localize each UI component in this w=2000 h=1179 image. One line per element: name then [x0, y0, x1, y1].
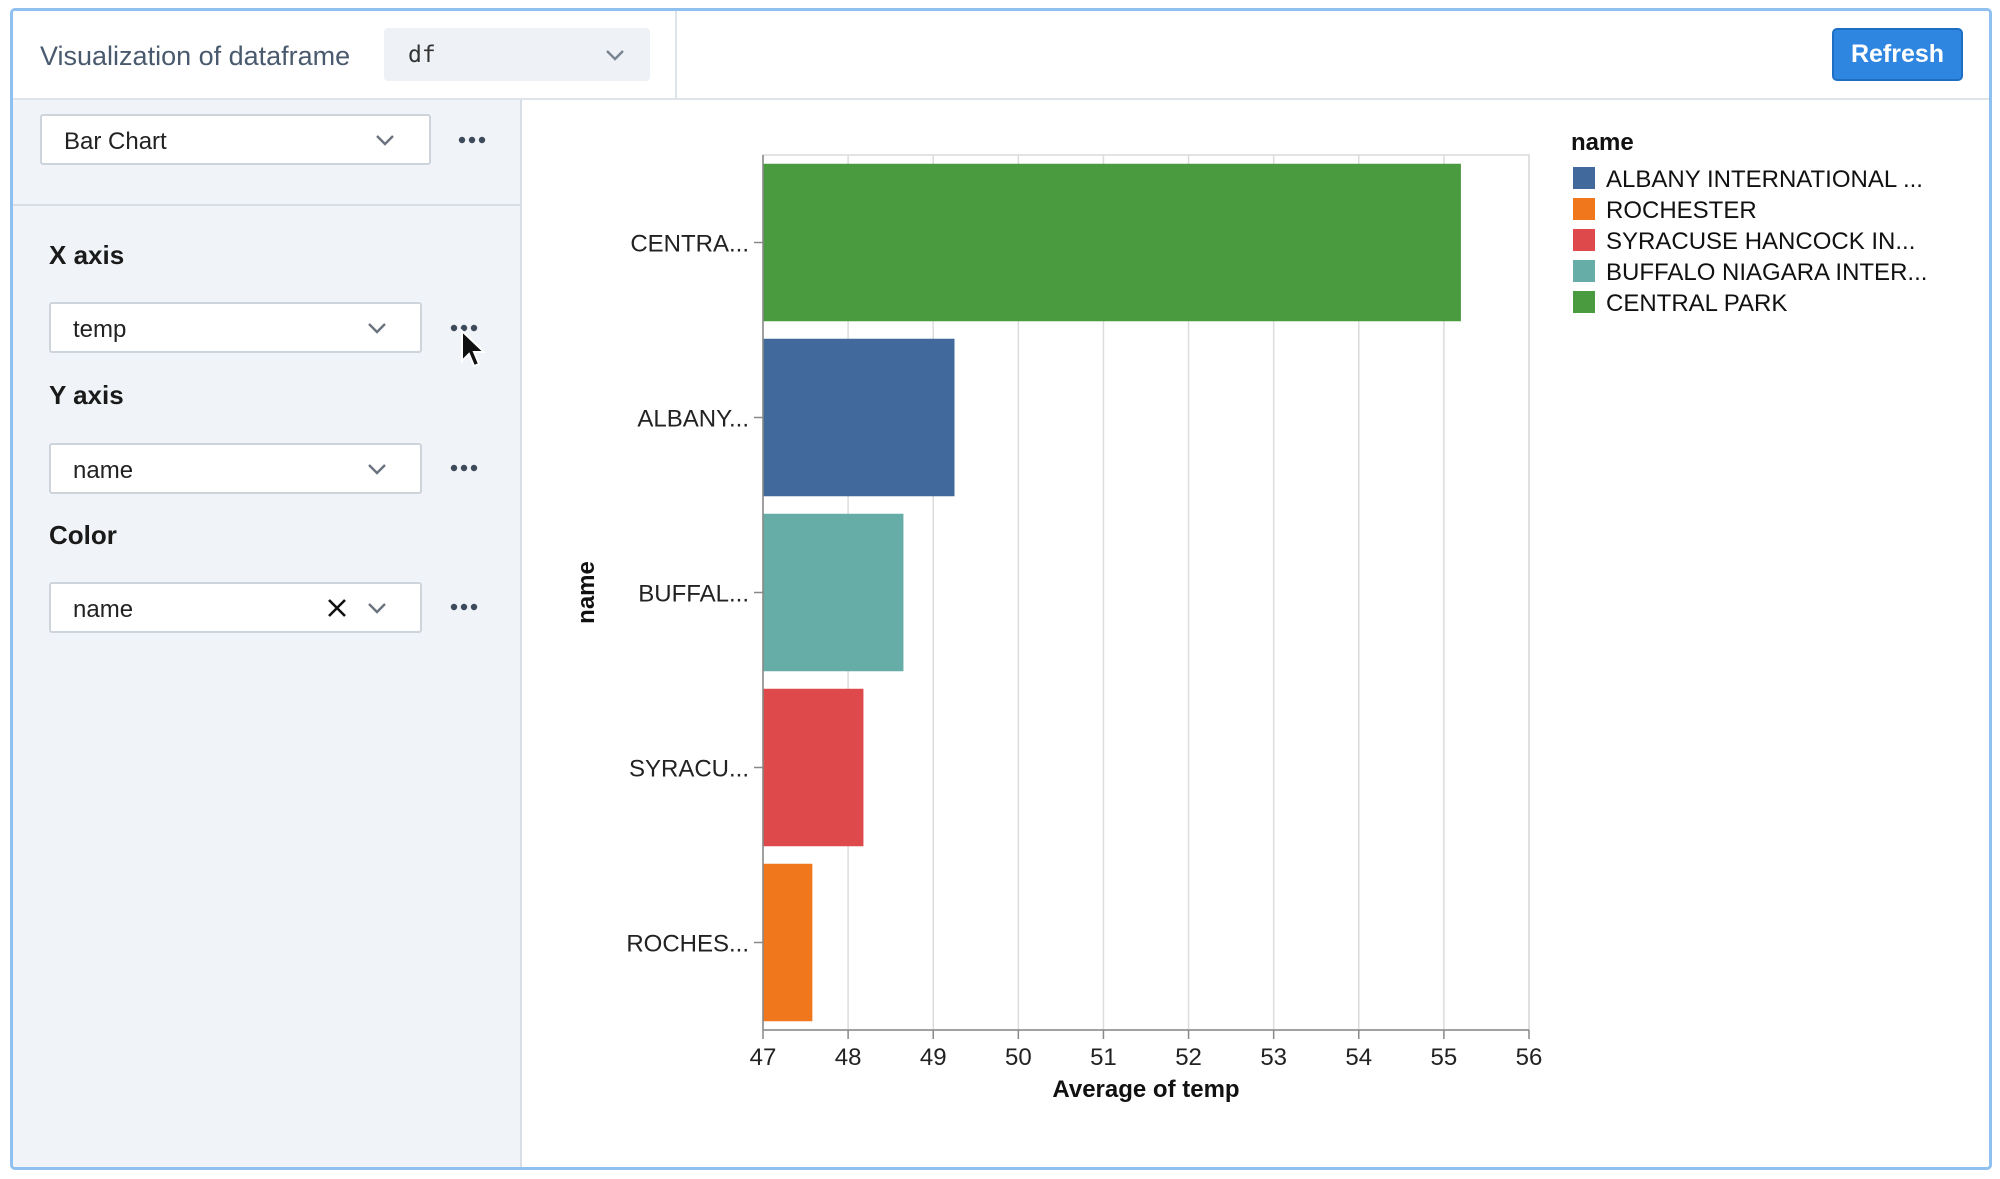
dataframe-select-value: df [408, 42, 436, 68]
bar [763, 338, 955, 497]
legend-label: CENTRAL PARK [1606, 290, 1787, 317]
y-axis-title: name [573, 561, 600, 624]
mouse-cursor-icon [461, 329, 487, 368]
color-more-icon[interactable] [447, 595, 481, 619]
dataframe-select[interactable]: df [384, 28, 650, 81]
x-tick-label: 47 [750, 1044, 777, 1071]
legend-label: ALBANY INTERNATIONAL ... [1606, 166, 1923, 193]
x-tick-label: 49 [920, 1044, 947, 1071]
visualization-panel: Visualization of dataframe df Refresh Ba… [10, 8, 1992, 1170]
bar [763, 513, 904, 672]
x-tick-label: 52 [1175, 1044, 1202, 1071]
chart-type-more-icon[interactable] [455, 128, 489, 152]
panel-title: Visualization of dataframe [40, 41, 351, 71]
chevron-down-icon [368, 464, 386, 475]
chart-type-select[interactable]: Bar Chart [40, 114, 431, 165]
legend-swatch [1573, 260, 1595, 282]
x-tick-label: 55 [1431, 1044, 1458, 1071]
legend-label: SYRACUSE HANCOCK IN... [1606, 228, 1915, 255]
sidebar-divider [13, 204, 520, 206]
x-tick-label: 48 [835, 1044, 862, 1071]
bar [763, 688, 864, 847]
x-tick-label: 54 [1345, 1044, 1372, 1071]
legend-label: BUFFALO NIAGARA INTER... [1606, 259, 1927, 286]
chart-config-sidebar: Bar Chart X axis temp Y axis name [13, 100, 522, 1167]
y-tick-label: ROCHES... [626, 931, 749, 958]
x-tick-label: 50 [1005, 1044, 1032, 1071]
chevron-down-icon [368, 603, 386, 614]
y-tick-label: SYRACU... [629, 756, 749, 783]
bar-chart: 47 48 49 50 51 52 53 54 55 56 CENTRA... ALBANY... BU… [573, 129, 1927, 1103]
toolbar: Visualization of dataframe df Refresh [13, 11, 1989, 100]
y-tick-label: ALBANY... [637, 406, 749, 433]
y-axis-more-icon[interactable] [447, 456, 481, 480]
x-axis-more-icon[interactable] [447, 316, 481, 340]
chart-area: 47 48 49 50 51 52 53 54 55 56 CENTRA... ALBANY... BU… [522, 100, 1989, 1167]
bar [763, 163, 1461, 322]
x-axis-value: temp [73, 316, 127, 343]
x-axis-select[interactable]: temp [49, 302, 422, 353]
legend-title: name [1571, 129, 1634, 156]
legend-swatch [1573, 167, 1595, 189]
chevron-down-icon [606, 50, 624, 61]
clear-icon[interactable] [325, 596, 349, 620]
x-tick-label: 56 [1516, 1044, 1543, 1071]
x-axis-label: X axis [49, 240, 125, 270]
chevron-down-icon [368, 323, 386, 334]
x-axis-title: Average of temp [1052, 1076, 1239, 1103]
x-tick-label: 53 [1260, 1044, 1287, 1071]
legend-swatch [1573, 291, 1595, 313]
bar [763, 863, 813, 1022]
toolbar-divider [675, 11, 677, 100]
y-axis-value: name [73, 457, 134, 484]
color-label: Color [49, 520, 117, 550]
color-select[interactable]: name [49, 582, 422, 633]
y-tick-label: BUFFAL... [638, 581, 749, 608]
color-value: name [73, 596, 134, 623]
y-axis-label: Y axis [49, 380, 124, 410]
chart-type-value: Bar Chart [64, 128, 167, 155]
legend-swatch [1573, 198, 1595, 220]
y-axis-select[interactable]: name [49, 443, 422, 494]
refresh-button[interactable]: Refresh [1832, 28, 1963, 81]
legend-label: ROCHESTER [1606, 197, 1757, 224]
legend-swatch [1573, 229, 1595, 251]
chevron-down-icon [376, 135, 394, 146]
x-tick-label: 51 [1090, 1044, 1117, 1071]
y-tick-label: CENTRA... [630, 231, 749, 258]
